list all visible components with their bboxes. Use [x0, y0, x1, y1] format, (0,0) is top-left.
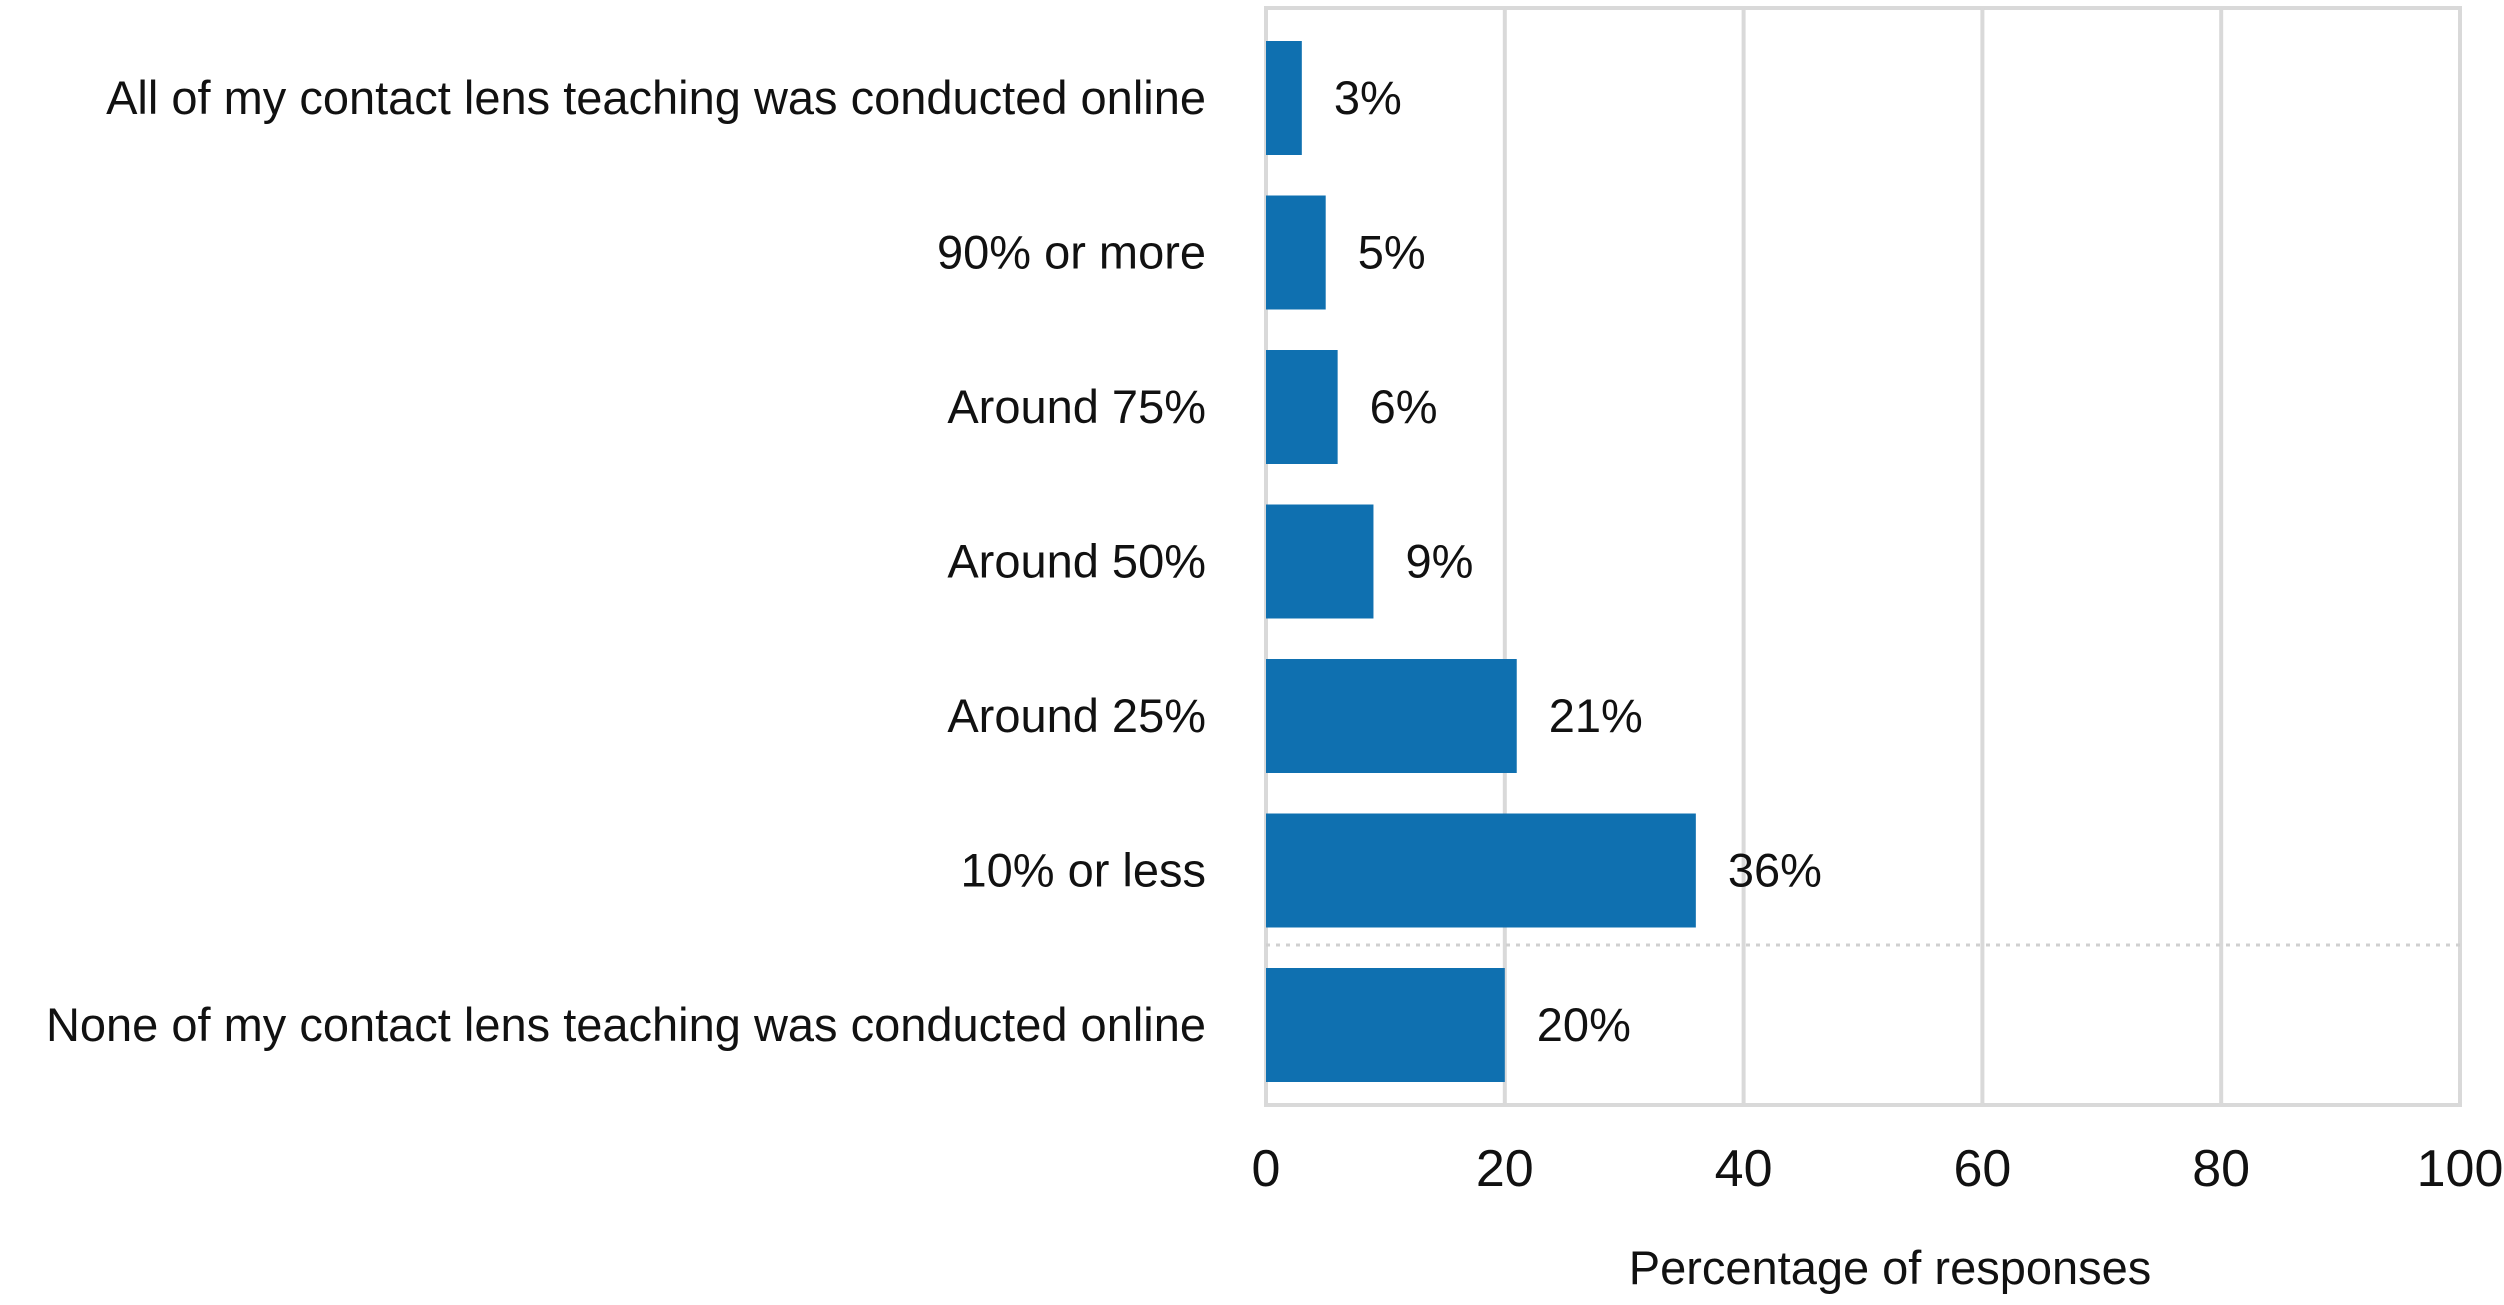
data-label-5: 36%: [1728, 844, 1822, 897]
bar-5: [1266, 813, 1696, 928]
data-labels: 3% 5% 6% 9% 21% 36% 20%: [1334, 71, 1822, 1051]
bar-1: [1266, 195, 1326, 310]
x-tick-label-20: 20: [1476, 1140, 1534, 1198]
bar-2: [1266, 350, 1338, 464]
category-label-3: Around 50%: [947, 535, 1206, 588]
x-tick-label-60: 60: [1953, 1140, 2011, 1198]
x-tick-labels: 0 20 40 60 80 100: [1252, 1140, 2504, 1198]
category-label-5: 10% or less: [960, 844, 1206, 897]
data-label-2: 6%: [1370, 380, 1438, 433]
category-label-1: 90% or more: [937, 226, 1206, 279]
data-label-6: 20%: [1537, 998, 1631, 1051]
data-label-0: 3%: [1334, 71, 1402, 124]
category-label-0: All of my contact lens teaching was cond…: [106, 71, 1206, 124]
category-labels: All of my contact lens teaching was cond…: [46, 71, 1206, 1051]
bar-0: [1266, 41, 1302, 155]
bar-4: [1266, 659, 1517, 773]
x-tick-label-100: 100: [2417, 1140, 2504, 1198]
category-label-4: Around 25%: [947, 689, 1206, 742]
data-label-3: 9%: [1405, 535, 1473, 588]
category-label-2: Around 75%: [947, 380, 1206, 433]
data-label-4: 21%: [1549, 689, 1643, 742]
category-label-6: None of my contact lens teaching was con…: [46, 998, 1206, 1051]
bars: [1266, 41, 1696, 1082]
x-tick-label-40: 40: [1715, 1140, 1773, 1198]
bar-3: [1266, 504, 1374, 619]
bar-6: [1266, 968, 1505, 1082]
x-axis-title: Percentage of responses: [1629, 1241, 2152, 1294]
x-tick-label-0: 0: [1252, 1140, 1281, 1198]
x-tick-label-80: 80: [2192, 1140, 2250, 1198]
data-label-1: 5%: [1358, 226, 1426, 279]
